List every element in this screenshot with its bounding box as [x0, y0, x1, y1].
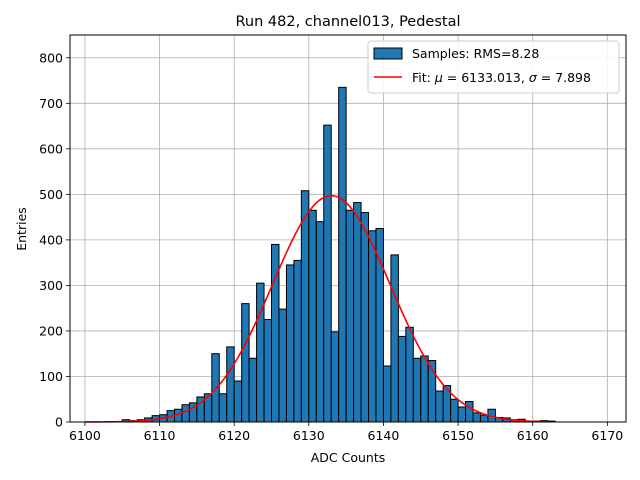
x-tick-label: 6130	[293, 428, 325, 443]
histogram-bar	[435, 390, 444, 423]
legend-patch-samples	[373, 47, 403, 60]
y-tick-label: 200	[39, 323, 63, 338]
x-tick-label: 6170	[591, 428, 623, 443]
legend-box	[367, 40, 620, 94]
legend: Samples: RMS=8.28 Fit: μ = 6133.013, σ =…	[367, 40, 620, 94]
histogram-bar	[420, 355, 429, 423]
histogram-bars	[106, 86, 556, 423]
histogram-bar	[233, 380, 243, 423]
y-tick-label: 500	[39, 187, 63, 202]
x-tick-label: 6120	[218, 428, 250, 443]
histogram-bar	[405, 326, 414, 423]
histogram-bar	[181, 404, 190, 423]
axis-ticks: 6100 6110 6120 6130 6140 6150 6160 6170 0 100 200 3…	[39, 50, 623, 443]
histogram-bar	[479, 414, 489, 423]
x-tick-label: 6110	[144, 428, 176, 443]
histogram-bar	[263, 319, 273, 423]
histogram-bar	[285, 264, 295, 423]
histogram-bar	[345, 209, 355, 423]
y-tick-label: 300	[39, 278, 63, 293]
histogram-bar	[308, 209, 317, 423]
histogram-bar	[248, 357, 258, 423]
histogram-bar	[226, 346, 235, 423]
x-axis-label: ADC Counts	[311, 450, 386, 465]
legend-label-samples: Samples: RMS=8.28	[412, 46, 539, 61]
y-tick-label: 0	[55, 415, 63, 430]
chart-title: Run 482, channel013, Pedestal	[235, 14, 460, 30]
plot-frame	[69, 34, 627, 423]
histogram-bar	[390, 254, 399, 423]
histogram-bar	[375, 228, 384, 423]
histogram-bar	[256, 282, 265, 423]
histogram-bar	[241, 303, 250, 423]
x-tick-label: 6160	[517, 428, 549, 443]
histogram-bar	[330, 331, 340, 423]
histogram-bar	[278, 308, 287, 423]
x-tick-label: 6150	[442, 428, 474, 443]
histogram-bar	[368, 230, 377, 423]
legend-label-fit: Fit: μ = 6133.013, σ = 7.898	[412, 70, 591, 85]
histogram-bar	[472, 412, 481, 423]
y-tick-label: 700	[39, 96, 63, 111]
histogram-bar	[218, 393, 228, 423]
x-tick-label: 6100	[69, 428, 101, 443]
histogram-bar	[323, 124, 332, 423]
histogram-bar	[300, 190, 310, 423]
histogram-bar	[338, 86, 347, 423]
histogram-bar	[412, 357, 422, 423]
histogram-bar	[465, 401, 474, 423]
y-axis-label: Entries	[14, 207, 29, 251]
histogram-bar	[382, 365, 392, 423]
gaussian-fit-line	[84, 194, 548, 423]
x-tick-label: 6140	[368, 428, 400, 443]
y-tick-label: 100	[39, 369, 63, 384]
histogram-bar	[397, 335, 407, 423]
histogram-bar	[353, 202, 362, 423]
histogram-bar	[315, 221, 325, 423]
histogram-bar	[450, 398, 459, 423]
histogram-bar	[293, 259, 302, 423]
histogram-bar	[360, 212, 370, 423]
histogram-bar	[457, 406, 467, 423]
y-tick-label: 600	[39, 141, 63, 156]
y-tick-label: 400	[39, 232, 63, 247]
y-tick-label: 800	[39, 50, 63, 65]
histogram-bar	[211, 353, 220, 423]
